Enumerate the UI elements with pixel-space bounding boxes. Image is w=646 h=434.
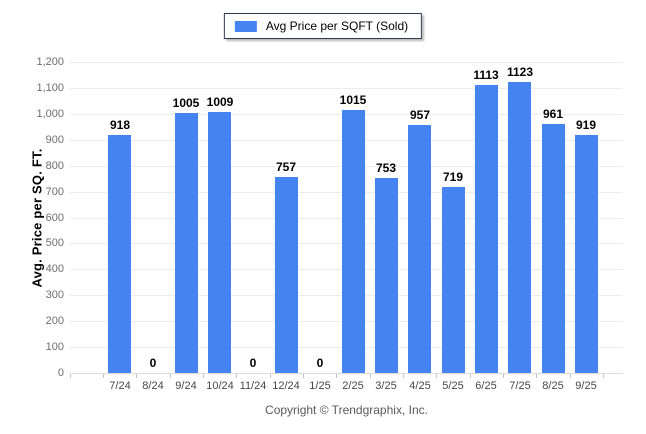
y-tick-label: 0 xyxy=(57,367,64,379)
bar xyxy=(108,135,131,373)
bar-value-label: 919 xyxy=(575,118,597,132)
x-tick-label: 9/24 xyxy=(175,380,197,392)
x-tick-label: 5/25 xyxy=(442,380,464,392)
legend-label: Avg Price per SQFT (Sold) xyxy=(265,19,409,33)
copyright-text: Copyright © Trendgraphix, Inc. xyxy=(265,403,428,417)
y-tick-label: 900 xyxy=(45,134,64,146)
legend-swatch xyxy=(234,20,257,32)
y-tick-label: 500 xyxy=(45,237,64,249)
bar xyxy=(575,135,598,373)
axis-tick xyxy=(236,374,237,378)
bar xyxy=(408,125,431,373)
gridline-1100 xyxy=(70,88,623,89)
x-tick-label: 7/25 xyxy=(509,380,531,392)
bar xyxy=(175,113,198,373)
x-tick-label: 2/25 xyxy=(342,380,364,392)
axis-tick xyxy=(270,374,271,378)
legend: Avg Price per SQFT (Sold) xyxy=(223,13,423,39)
x-tick-label: 8/24 xyxy=(142,380,164,392)
x-tick-label: 7/24 xyxy=(109,380,131,392)
bar xyxy=(375,178,398,373)
bar xyxy=(542,124,565,373)
bar xyxy=(208,112,231,373)
axis-tick xyxy=(303,374,304,378)
x-tick-label: 6/25 xyxy=(475,380,497,392)
x-tick-label: 4/25 xyxy=(409,380,431,392)
bar-value-label: 0 xyxy=(316,356,324,370)
bar-value-label: 1123 xyxy=(506,65,534,79)
bar-value-label: 719 xyxy=(442,170,464,184)
gridline-1200 xyxy=(70,62,623,63)
bar-value-label: 0 xyxy=(149,356,157,370)
bar-value-label: 957 xyxy=(409,108,431,122)
x-tick-label: 12/24 xyxy=(272,380,300,392)
y-tick-label: 1,100 xyxy=(36,82,64,94)
x-tick-label: 1/25 xyxy=(309,380,331,392)
bar-value-label: 1113 xyxy=(473,68,499,82)
bar-value-label: 0 xyxy=(249,356,257,370)
y-tick-label: 300 xyxy=(45,289,64,301)
y-tick-label: 100 xyxy=(45,341,64,353)
y-tick-label: 200 xyxy=(45,315,64,327)
axis-tick xyxy=(170,374,171,378)
axis-tick xyxy=(136,374,137,378)
axis-tick xyxy=(436,374,437,378)
bar xyxy=(442,187,465,373)
y-tick-label: 1,000 xyxy=(36,108,64,120)
bar xyxy=(475,85,498,373)
axis-tick xyxy=(370,374,371,378)
bar xyxy=(508,82,531,373)
x-tick-label: 3/25 xyxy=(375,380,397,392)
x-tick-label: 10/24 xyxy=(206,380,234,392)
axis-tick xyxy=(570,374,571,378)
axis-tick xyxy=(70,374,71,378)
bar-value-label: 961 xyxy=(542,107,564,121)
axis-tick xyxy=(336,374,337,378)
gridline-0 xyxy=(70,373,623,374)
bar-value-label: 1015 xyxy=(339,93,367,107)
x-tick-label: 9/25 xyxy=(575,380,597,392)
axis-tick xyxy=(536,374,537,378)
x-tick-label: 11/24 xyxy=(239,380,267,392)
axis-tick xyxy=(470,374,471,378)
bar-value-label: 753 xyxy=(375,161,397,175)
x-tick-label: 8/25 xyxy=(542,380,564,392)
bar-value-label: 1009 xyxy=(206,95,234,109)
axis-tick xyxy=(503,374,504,378)
y-tick-label: 400 xyxy=(45,263,64,275)
y-tick-label: 700 xyxy=(45,186,64,198)
bar-value-label: 757 xyxy=(275,160,297,174)
y-tick-label: 1,200 xyxy=(36,56,64,68)
bar-value-label: 918 xyxy=(109,118,131,132)
bar xyxy=(342,110,365,373)
axis-tick xyxy=(603,374,604,378)
axis-tick xyxy=(103,374,104,378)
bar-value-label: 1005 xyxy=(172,96,200,110)
y-tick-label: 800 xyxy=(45,160,64,172)
axis-tick xyxy=(403,374,404,378)
axis-tick xyxy=(203,374,204,378)
bar xyxy=(275,177,298,373)
y-tick-label: 600 xyxy=(45,212,64,224)
